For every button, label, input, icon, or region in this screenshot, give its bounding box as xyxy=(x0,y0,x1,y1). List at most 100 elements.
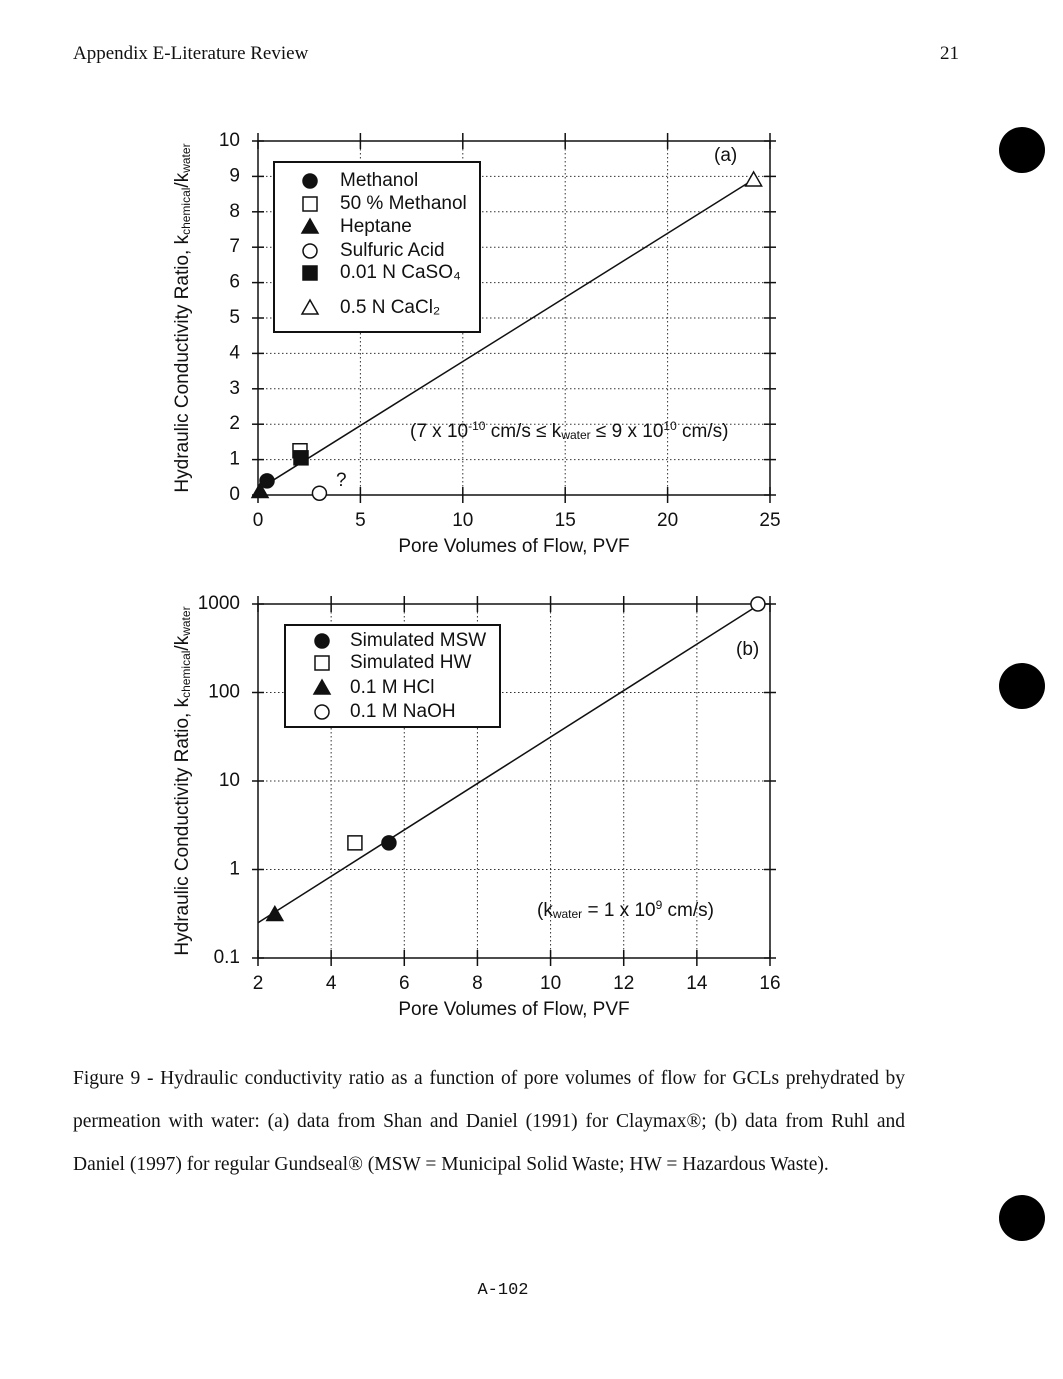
legend-marker xyxy=(302,196,318,212)
text-part: 9 xyxy=(656,898,663,912)
legend-marker xyxy=(314,655,330,671)
y-tick-label: 8 xyxy=(229,201,240,222)
x-tick-label: 0 xyxy=(253,510,264,531)
legend-label: Simulated HW xyxy=(350,652,471,673)
plot-frame xyxy=(257,603,771,959)
page-number: 21 xyxy=(940,43,959,64)
x-tick-label: 25 xyxy=(759,510,780,531)
data-point xyxy=(259,473,275,489)
legend-marker xyxy=(300,298,320,315)
y-tick-label: 7 xyxy=(229,236,240,257)
y-tick-label: 1 xyxy=(229,449,240,470)
x-tick-label: 15 xyxy=(555,510,576,531)
data-point xyxy=(250,481,270,499)
x-tick-label: 14 xyxy=(686,973,708,994)
x-axis-label: Pore Volumes of Flow, PVF xyxy=(398,999,629,1020)
data-point xyxy=(744,170,763,187)
legend-label: 0.5 N CaCl₂ xyxy=(340,297,440,318)
text-part: water xyxy=(560,428,590,442)
figure-caption: Figure 9 - Hydraulic conductivity ratio … xyxy=(73,1068,905,1175)
annotation: ? xyxy=(336,470,347,491)
y-tick-label: 9 xyxy=(229,165,240,186)
legend-marker xyxy=(302,243,318,259)
punch-hole xyxy=(999,663,1045,709)
text-part: cm/s) xyxy=(662,900,714,921)
y-tick-label: 4 xyxy=(229,342,240,363)
legend-marker xyxy=(312,678,332,695)
text-part: Hydraulic Conductivity Ratio, k xyxy=(172,234,193,492)
y-tick-label: 10 xyxy=(219,130,240,151)
y-tick-label: 2 xyxy=(229,413,240,434)
x-tick-label: 20 xyxy=(657,510,678,531)
fit-line xyxy=(257,603,761,924)
punch-hole xyxy=(999,1195,1045,1241)
text-part: /k xyxy=(172,172,193,187)
page-footer: A-102 xyxy=(477,1281,529,1300)
x-axis-label: Pore Volumes of Flow, PVF xyxy=(398,536,629,557)
x-tick-label: 2 xyxy=(253,973,264,994)
legend-label: Methanol xyxy=(340,170,418,191)
y-axis-label: Hydraulic Conductivity Ratio, kchemical/… xyxy=(172,143,193,492)
text-part: /k xyxy=(172,635,193,650)
y-tick-label: 3 xyxy=(229,378,240,399)
legend-label: Sulfuric Acid xyxy=(340,240,445,261)
x-tick-label: 16 xyxy=(759,973,780,994)
legend-marker xyxy=(302,173,318,189)
x-tick-label: 6 xyxy=(399,973,410,994)
text-part: (k xyxy=(537,900,553,921)
text-part: water xyxy=(179,606,193,636)
panel-label: (b) xyxy=(736,639,759,660)
x-tick-label: 8 xyxy=(472,973,483,994)
plot-frame xyxy=(257,140,771,496)
legend-marker xyxy=(300,217,320,234)
legend-marker xyxy=(314,704,330,720)
data-point xyxy=(265,905,285,922)
legend-label: Simulated MSW xyxy=(350,630,486,651)
text-part: water xyxy=(179,143,193,173)
legend-label: Heptane xyxy=(340,216,412,237)
y-tick-label: 6 xyxy=(229,272,240,293)
y-tick-label: 1 xyxy=(229,859,240,880)
x-tick-label: 10 xyxy=(452,510,473,531)
text-part: 10 xyxy=(663,419,677,433)
y-tick-label: 1000 xyxy=(198,593,240,614)
text-part: water xyxy=(552,907,582,921)
fit-line xyxy=(257,177,757,491)
running-header: Appendix E-Literature Review xyxy=(73,43,309,64)
y-tick-label: 10 xyxy=(219,770,240,791)
data-point xyxy=(381,835,397,851)
y-tick-label: 100 xyxy=(208,682,240,703)
y-tick-label: 0 xyxy=(229,484,240,505)
text-part: = 1 x 10 xyxy=(582,900,655,921)
x-tick-label: 12 xyxy=(613,973,634,994)
legend-label: 0.1 M HCl xyxy=(350,677,434,698)
data-point xyxy=(311,485,328,501)
text-part: (7 x 10 xyxy=(410,421,468,442)
annotation: (kwater = 1 x 109 cm/s) xyxy=(537,898,714,922)
text-part: chemical xyxy=(179,188,193,235)
y-axis-label: Hydraulic Conductivity Ratio, kchemical/… xyxy=(172,606,193,955)
text-part: ≤ 9 x 10 xyxy=(591,421,664,442)
legend-label: 0.01 N CaSO₄ xyxy=(340,262,461,283)
annotation: (7 x 10-10 cm/s ≤ kwater ≤ 9 x 1010 cm/s… xyxy=(410,419,728,443)
data-point xyxy=(293,450,309,466)
text-part: chemical xyxy=(179,651,193,698)
x-tick-label: 4 xyxy=(326,973,337,994)
x-tick-label: 5 xyxy=(355,510,366,531)
text-part: cm/s) xyxy=(677,421,729,442)
legend-label: 0.1 M NaOH xyxy=(350,701,456,722)
legend-label: 50 % Methanol xyxy=(340,193,467,214)
legend-marker xyxy=(314,633,330,649)
panel-label: (a) xyxy=(714,145,737,166)
text-part: -10 xyxy=(468,419,486,433)
legend-marker xyxy=(302,265,318,281)
y-tick-label: 0.1 xyxy=(214,947,240,968)
punch-hole xyxy=(999,127,1045,173)
text-part: Hydraulic Conductivity Ratio, k xyxy=(172,697,193,955)
x-tick-label: 10 xyxy=(540,973,561,994)
y-tick-label: 5 xyxy=(229,307,240,328)
data-point xyxy=(750,596,766,612)
text-part: cm/s ≤ k xyxy=(485,421,561,442)
